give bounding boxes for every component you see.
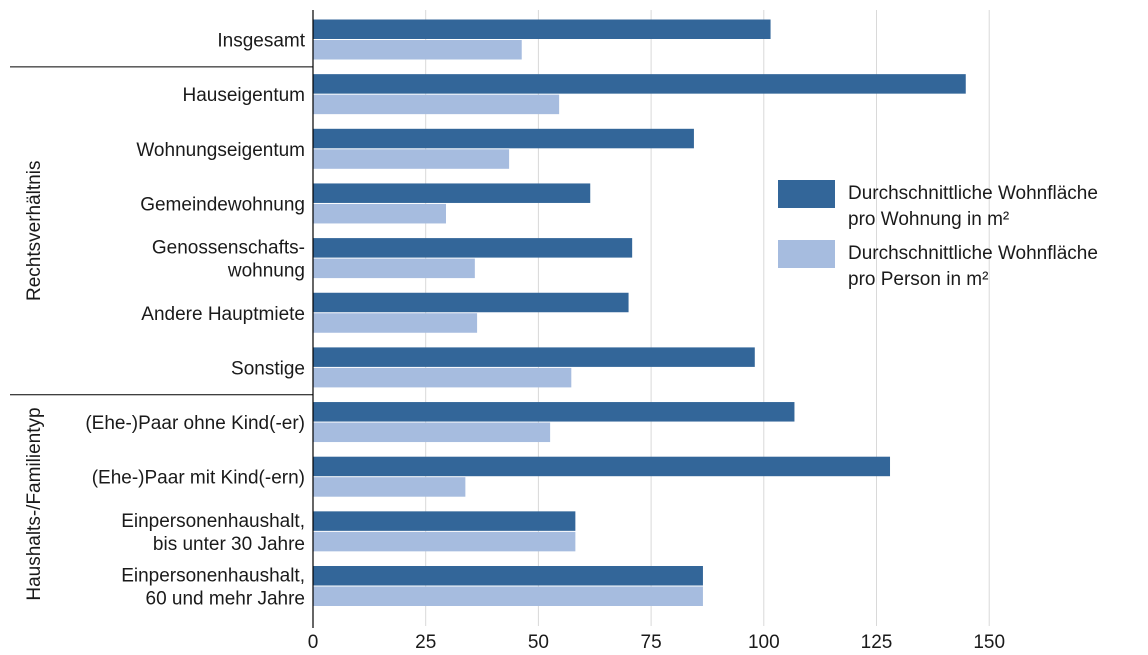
bar-pro-wohnung — [313, 183, 591, 203]
legend: Durchschnittliche Wohnfläche pro Wohnung … — [778, 180, 1098, 290]
category-label: Einpersonenhaushalt, — [121, 566, 305, 587]
group-label: Rechtsverhältnis — [24, 161, 45, 301]
bar-pro-person — [313, 422, 551, 443]
bar-pro-wohnung — [313, 292, 629, 313]
category-label: Hauseigentum — [182, 85, 305, 106]
bar-pro-person — [313, 531, 576, 552]
bar-pro-wohnung — [313, 19, 771, 39]
category-label: Genossenschafts- — [152, 238, 305, 259]
bar-pro-person — [313, 203, 446, 224]
x-tick-label: 25 — [415, 632, 436, 650]
bar-pro-wohnung — [313, 511, 576, 531]
legend-label: pro Person in m² — [848, 269, 988, 290]
bar-pro-wohnung — [313, 238, 633, 258]
legend-swatch — [778, 240, 835, 268]
bar-pro-wohnung — [313, 347, 755, 367]
category-label: Insgesamt — [217, 31, 305, 52]
legend-label: Durchschnittliche Wohnfläche — [848, 183, 1098, 204]
legend-swatch — [778, 180, 835, 208]
bar-pro-person — [313, 586, 703, 606]
x-tick-label: 75 — [641, 632, 662, 650]
category-label: Wohnungseigentum — [136, 140, 305, 161]
x-tick-label: 100 — [748, 632, 780, 650]
bar-pro-person — [313, 149, 510, 169]
category-label: Gemeindewohnung — [140, 194, 305, 215]
bar-pro-person — [313, 40, 522, 60]
bar-pro-person — [313, 94, 560, 115]
category-label: (Ehe-)Paar ohne Kind(-er) — [85, 413, 305, 434]
category-label: Einpersonenhaushalt, — [121, 511, 305, 532]
bar-pro-wohnung — [313, 128, 694, 149]
bar-pro-wohnung — [313, 456, 891, 477]
bar-pro-person — [313, 367, 572, 388]
labels-layer: 0 25 50 75 100 125 150 Insgesamt Hauseigentum Woh… — [24, 31, 1005, 654]
bars-layer — [313, 19, 966, 606]
x-tick-label: 50 — [528, 632, 549, 650]
category-label: Sonstige — [231, 358, 305, 379]
category-label: wohnung — [227, 261, 305, 282]
bar-pro-person — [313, 258, 475, 279]
axis-layer — [10, 10, 314, 628]
bar-pro-wohnung — [313, 566, 703, 586]
group-label: Haushalts-/Familientyp — [24, 407, 45, 600]
x-tick-label: 125 — [861, 632, 893, 650]
category-label: (Ehe-)Paar mit Kind(-ern) — [92, 468, 305, 489]
category-label: 60 und mehr Jahre — [146, 589, 306, 610]
bar-pro-person — [313, 313, 478, 333]
legend-label: Durchschnittliche Wohnfläche — [848, 243, 1098, 264]
x-tick-label: 150 — [973, 632, 1005, 650]
bar-pro-person — [313, 477, 466, 497]
category-label: bis unter 30 Jahre — [153, 534, 305, 555]
legend-label: pro Wohnung in m² — [848, 209, 1009, 230]
bar-pro-wohnung — [313, 402, 795, 422]
category-label: Andere Hauptmiete — [141, 304, 305, 325]
x-tick-label: 0 — [308, 632, 319, 650]
bar-pro-wohnung — [313, 74, 966, 94]
